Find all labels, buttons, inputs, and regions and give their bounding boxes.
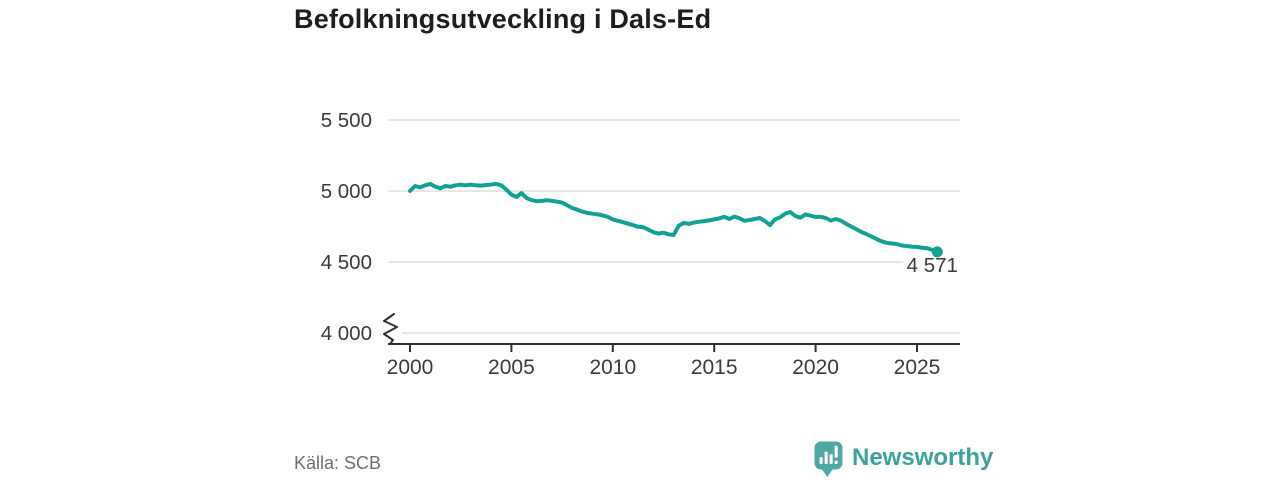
x-tick-label: 2025 (894, 356, 941, 379)
x-tick-label: 2010 (589, 356, 636, 379)
chart-title: Befolkningsutveckling i Dals-Ed (294, 4, 712, 34)
newsworthy-wordmark: Newsworthy (852, 444, 994, 471)
y-tick-label: 5 000 (321, 180, 372, 203)
end-value-label: 4 571 (907, 254, 958, 277)
line-end-dot (931, 246, 943, 258)
axis-break-icon (383, 313, 398, 345)
x-tick-label: 2015 (691, 356, 738, 379)
y-tick-label: 5 500 (321, 109, 372, 132)
population-line (408, 181, 940, 254)
x-tick-label: 2020 (792, 356, 839, 379)
newsworthy-logo: Newsworthy (814, 441, 993, 479)
y-tick-label: 4 500 (321, 251, 372, 274)
x-tick-label: 2005 (488, 356, 535, 379)
newsworthy-speech-bubble-chart-icon (814, 441, 843, 483)
x-tick-label: 2000 (387, 356, 434, 379)
y-tick-label: 4 000 (321, 322, 372, 345)
source-caption: Källa: SCB (294, 453, 382, 473)
